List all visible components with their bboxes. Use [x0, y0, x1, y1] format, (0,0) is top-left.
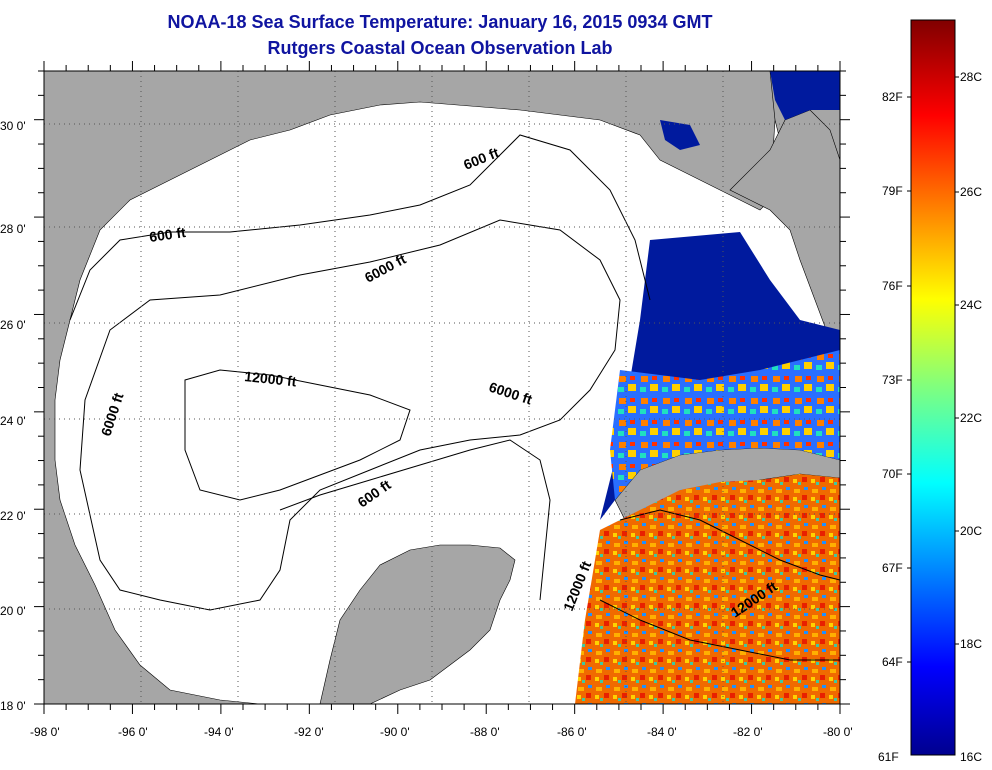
- lat-tick-label: 28 0': [0, 222, 26, 236]
- sst-swath-cold: [600, 232, 840, 520]
- contour-label: 12000 ft: [244, 368, 298, 389]
- axis-ticks: [34, 61, 850, 714]
- lon-tick-labels: -98 0' -96 0' -94 0' -92 0' -90 0' -88 0…: [30, 725, 853, 739]
- sst-swath-north-cold: [770, 71, 840, 120]
- colorbar-label-f: 70F: [882, 467, 903, 481]
- graticule: [44, 71, 840, 704]
- lat-tick-labels: 18 0' 20 0' 22 0' 24 0' 26 0' 28 0' 30 0…: [0, 119, 26, 713]
- map-title: NOAA-18 Sea Surface Temperature: January…: [167, 12, 713, 32]
- colorbar: [910, 19, 956, 756]
- colorbar-label-f: 73F: [882, 373, 903, 387]
- contour-12000ft-east: [619, 509, 840, 581]
- contour-12000ft: [184, 369, 411, 501]
- colorbar-label-f: 79F: [882, 184, 903, 198]
- map-subtitle: Rutgers Coastal Ocean Observation Lab: [267, 38, 613, 58]
- lon-tick-label: -94 0': [204, 725, 234, 739]
- colorbar-label-f: 61F: [878, 750, 899, 764]
- sst-cold-patch-north-gulf: [660, 120, 700, 150]
- colorbar-label-f: 64F: [882, 655, 903, 669]
- lat-tick-label: 22 0': [0, 509, 26, 523]
- lat-tick-label: 24 0': [0, 414, 26, 428]
- contour-600ft-south: [279, 439, 551, 601]
- colorbar-label-c: 26C: [960, 185, 983, 199]
- colorbar-label-c: 22C: [960, 411, 983, 425]
- colorbar-ticks: [907, 76, 959, 663]
- contour-6000ft-east: [599, 599, 840, 661]
- contour-6000ft-outer: [79, 219, 621, 611]
- lon-tick-label: -84 0': [647, 725, 677, 739]
- lon-tick-label: -88 0': [470, 725, 500, 739]
- sst-swath-warm: [575, 474, 840, 704]
- colorbar-label-c: 18C: [960, 637, 983, 651]
- colorbar-label-c: 28C: [960, 70, 983, 84]
- lat-tick-label: 18 0': [0, 699, 26, 713]
- lon-tick-label: -80 0': [823, 725, 853, 739]
- colorbar-label-f: 82F: [882, 90, 903, 104]
- lat-tick-label: 20 0': [0, 604, 26, 618]
- lat-tick-label: 30 0': [0, 119, 26, 133]
- colorbar-label-f: 76F: [882, 279, 903, 293]
- lon-tick-label: -86 0': [557, 725, 587, 739]
- colorbar-label-c: 20C: [960, 524, 983, 538]
- colorbar-label-f: 67F: [882, 561, 903, 575]
- contour-600ft: [69, 134, 651, 321]
- land-yucatan: [319, 544, 516, 704]
- contour-label: 600 ft: [148, 224, 187, 245]
- colorbar-label-c: 24C: [960, 298, 983, 312]
- lon-tick-label: -96 0': [118, 725, 148, 739]
- lon-tick-label: -92 0': [294, 725, 324, 739]
- lon-tick-label: -90 0': [380, 725, 410, 739]
- lon-tick-label: -82 0': [733, 725, 763, 739]
- sst-swath-mixed: [610, 350, 840, 500]
- colorbar-label-c: 16C: [960, 750, 983, 764]
- lon-tick-label: -98 0': [30, 725, 60, 739]
- lat-tick-label: 26 0': [0, 318, 26, 332]
